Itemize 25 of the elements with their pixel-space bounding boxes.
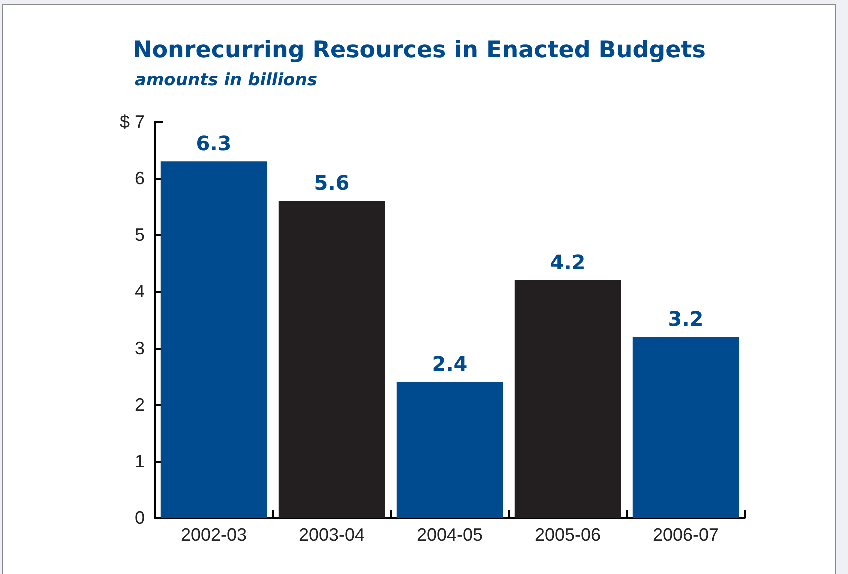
- x-tick-label: 2005-06: [534, 525, 602, 545]
- chart-title: Nonrecurring Resources in Enacted Budgets: [133, 38, 706, 64]
- bar: [160, 162, 268, 518]
- data-label: 6.3: [196, 132, 232, 156]
- x-tick-label: 2006-07: [652, 525, 720, 545]
- y-tick-label: 5: [134, 225, 145, 246]
- y-tick-label: 1: [134, 451, 145, 472]
- data-label: 2.4: [432, 352, 468, 376]
- chart-subtitle: amounts in billions: [135, 70, 318, 90]
- bar: [632, 336, 740, 518]
- bar: [278, 201, 386, 518]
- x-tick-label: 2002-03: [180, 525, 248, 545]
- y-tick-label: $ 7: [120, 112, 145, 132]
- bar: [514, 280, 622, 518]
- data-label: 5.6: [314, 171, 350, 196]
- y-tick-label: 6: [134, 168, 145, 189]
- data-label: 4.2: [550, 250, 586, 274]
- x-tick-label: 2003-04: [298, 525, 366, 545]
- x-tick-label: 2004-05: [416, 525, 484, 545]
- y-tick-label: 0: [134, 508, 145, 528]
- bar: [396, 382, 504, 518]
- data-label: 3.2: [668, 306, 704, 331]
- y-tick-label: 4: [134, 282, 145, 302]
- y-tick-label: 3: [134, 338, 145, 358]
- y-tick-label: 2: [134, 394, 145, 415]
